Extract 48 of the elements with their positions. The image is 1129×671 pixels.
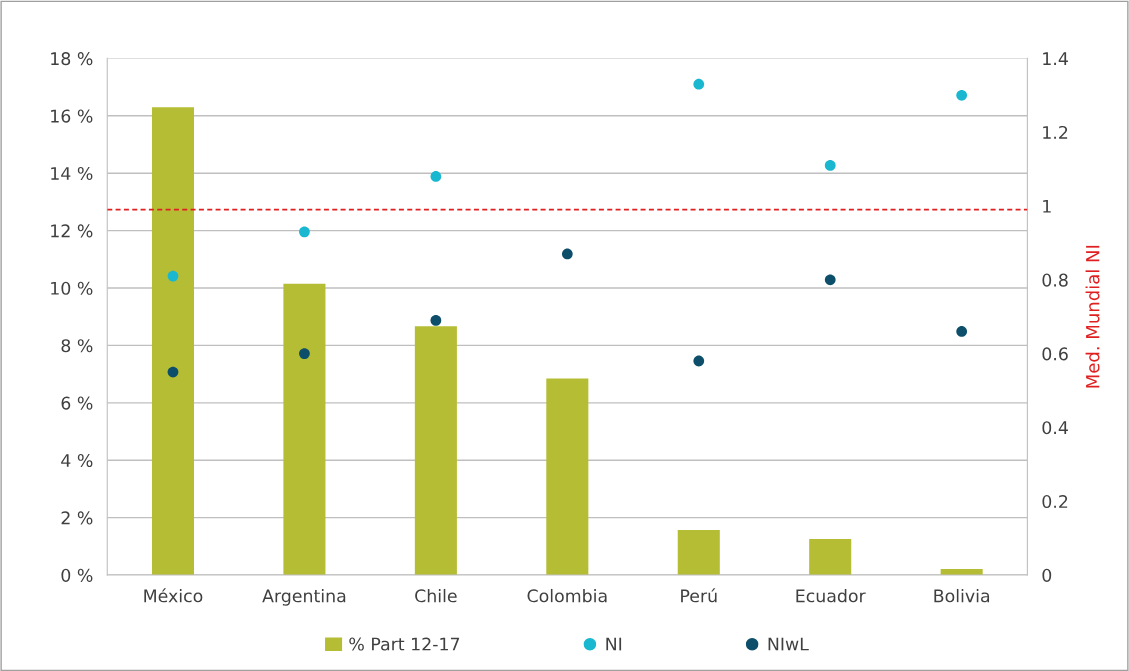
- bar: [414, 326, 457, 576]
- bar: [677, 529, 720, 576]
- point: [824, 160, 836, 171]
- y2-tick-label: 0.4: [1042, 421, 1068, 435]
- y2-tick-label: 0.8: [1042, 273, 1068, 287]
- point: [167, 366, 179, 378]
- point: [824, 274, 836, 286]
- x-tick-label: Bolivia: [934, 588, 990, 603]
- y2-tick-label: 0.6: [1042, 347, 1068, 361]
- y-tick-label: 6 %: [61, 396, 93, 410]
- point: [956, 326, 968, 337]
- y-tick-label: 18 %: [51, 52, 93, 66]
- point: [299, 348, 310, 359]
- point: [299, 226, 310, 238]
- bar: [283, 283, 326, 576]
- point: [956, 89, 968, 101]
- point: [693, 355, 705, 367]
- legend-label: NI: [606, 637, 622, 651]
- x-tick-label: México: [144, 588, 203, 603]
- y2-tick-label: 1: [1043, 199, 1051, 213]
- y-tick-label: 14 %: [51, 166, 93, 181]
- bar: [546, 378, 589, 576]
- y-tick-label: 10 %: [51, 281, 93, 295]
- x-tick-label: Ecuador: [796, 588, 866, 603]
- y-tick-label: 0 %: [61, 568, 93, 582]
- y-tick-label: 4 %: [61, 453, 93, 468]
- bar: [151, 107, 195, 576]
- x-tick-label: Chile: [415, 588, 457, 603]
- y2-tick-label: 1.4: [1043, 52, 1068, 65]
- x-tick-label: Colombia: [527, 588, 607, 603]
- point: [693, 78, 705, 90]
- y-tick-label: 8 %: [61, 339, 93, 353]
- legend-label: NIwL: [768, 637, 809, 651]
- y-tick-label: 2 %: [61, 511, 93, 525]
- y2-tick-label: 1.2: [1043, 125, 1068, 139]
- point: [430, 315, 442, 326]
- y2-tick-label: 0.2: [1042, 494, 1068, 509]
- y2-tick-label: 0: [1042, 568, 1052, 582]
- bar: [809, 538, 852, 576]
- x-tick-label: Argentina: [262, 588, 346, 606]
- y-tick-label: 12 %: [51, 224, 93, 238]
- x-tick-label: Perú: [681, 588, 717, 603]
- legend-label: % Part 12-17: [349, 637, 460, 651]
- y2-axis-title: Med. Mundial NI: [1085, 245, 1100, 388]
- y-tick-label: 16 %: [51, 109, 93, 123]
- point: [167, 270, 179, 282]
- point: [561, 248, 573, 260]
- point: [430, 171, 442, 182]
